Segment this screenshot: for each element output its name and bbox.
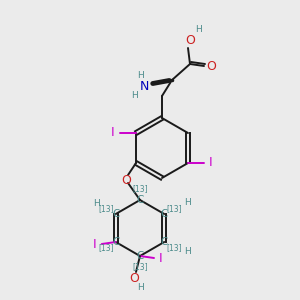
Text: C: C — [136, 251, 144, 261]
Text: O: O — [185, 34, 195, 46]
Text: H: H — [93, 199, 100, 208]
Text: [13]: [13] — [98, 204, 114, 213]
Text: [13]: [13] — [132, 184, 148, 194]
Text: [13]: [13] — [166, 204, 182, 213]
Text: H: H — [138, 284, 144, 292]
Text: I: I — [93, 238, 97, 250]
Text: C: C — [112, 237, 119, 247]
Text: I: I — [209, 157, 213, 169]
Text: H: H — [130, 91, 137, 100]
Text: H: H — [184, 198, 191, 207]
Text: O: O — [206, 59, 216, 73]
Text: C: C — [160, 237, 168, 247]
Text: O: O — [121, 175, 131, 188]
Text: [13]: [13] — [132, 262, 148, 272]
Text: C: C — [136, 195, 144, 205]
Text: H: H — [136, 71, 143, 80]
Text: I: I — [111, 127, 115, 140]
Text: I: I — [159, 251, 163, 265]
Text: H: H — [195, 26, 201, 34]
Text: C: C — [112, 209, 119, 219]
Text: N: N — [139, 80, 149, 92]
Text: [13]: [13] — [98, 243, 114, 252]
Text: [13]: [13] — [166, 243, 182, 252]
Text: O: O — [129, 272, 139, 286]
Text: H: H — [184, 247, 191, 256]
Text: C: C — [160, 209, 168, 219]
